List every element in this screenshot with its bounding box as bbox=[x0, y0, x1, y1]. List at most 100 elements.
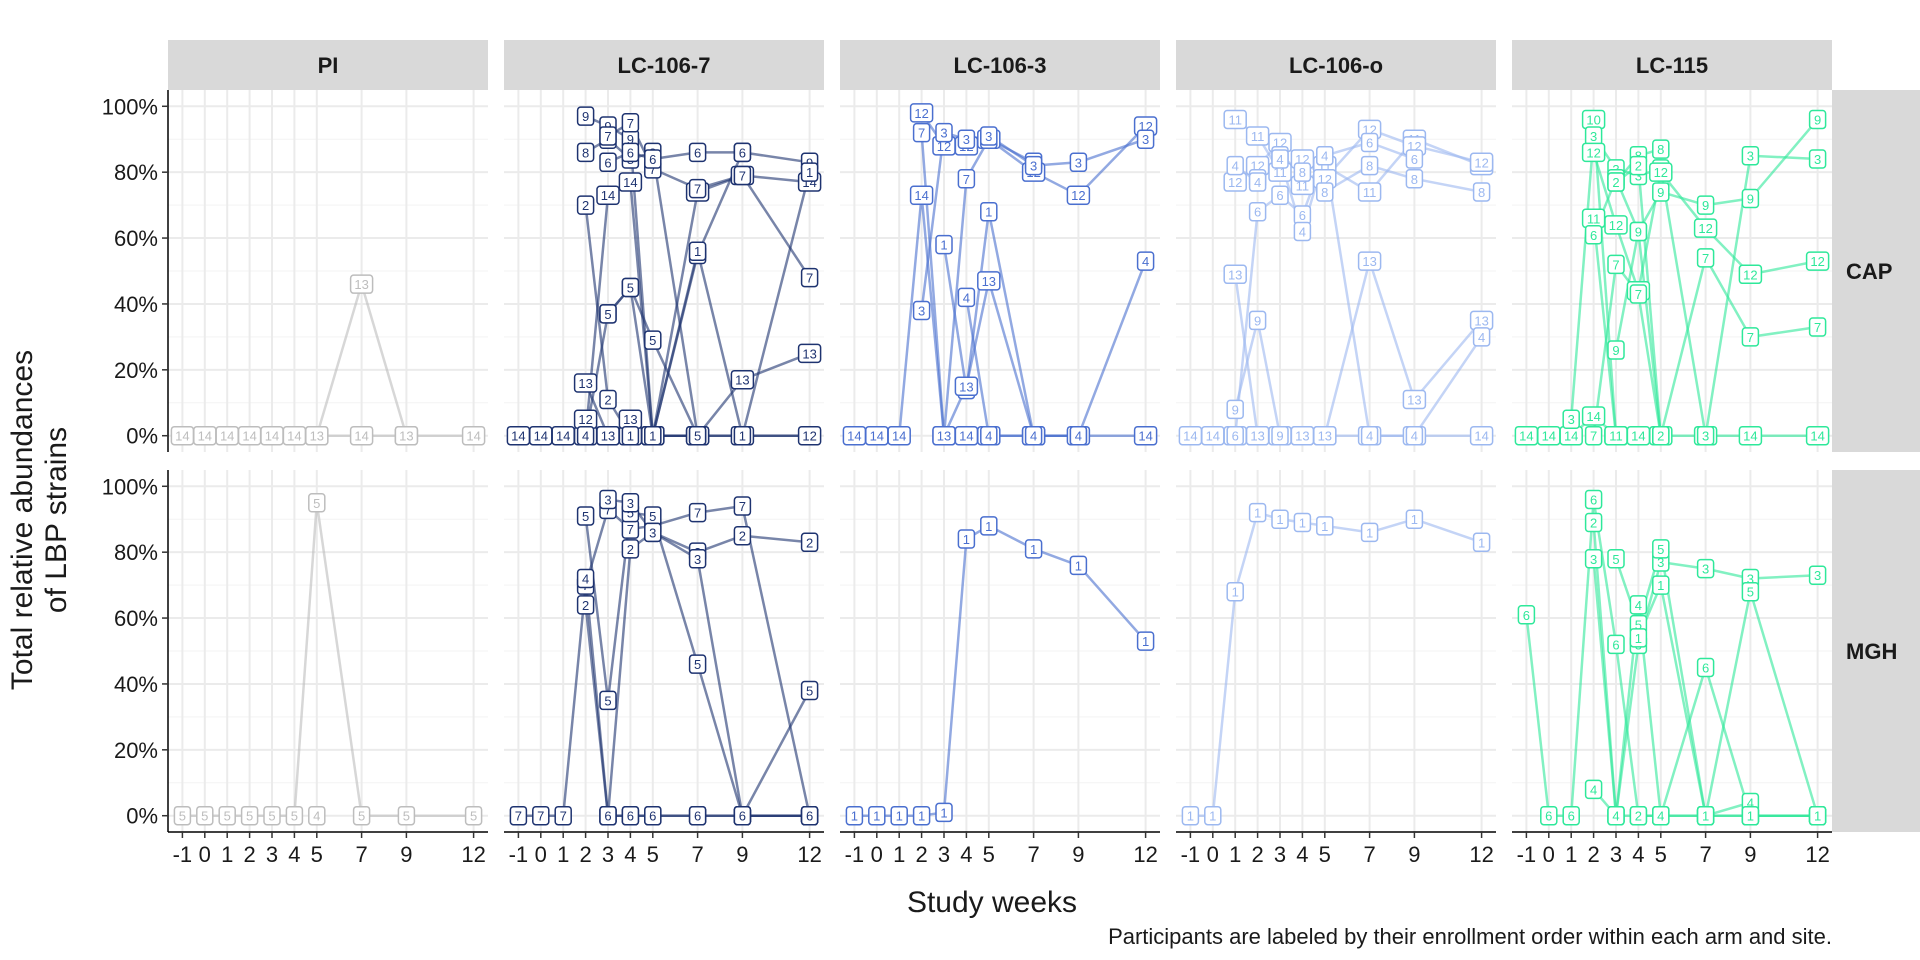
y-axis-title-line-2: of LBP strains bbox=[40, 427, 73, 613]
point-label-text: 14 bbox=[1519, 429, 1533, 444]
point-labels: 1414141414141414141411111111111111111212… bbox=[1178, 109, 1494, 446]
point-label: 7 bbox=[509, 805, 528, 826]
point-label-box bbox=[800, 162, 819, 182]
point-label: 1 bbox=[845, 805, 864, 826]
point-label: 3 bbox=[1562, 409, 1580, 429]
point-label: 1 bbox=[935, 802, 953, 823]
point-label-text: 14 bbox=[534, 429, 548, 444]
point-label-text: 7 bbox=[806, 271, 813, 286]
point-label-box bbox=[1226, 581, 1244, 602]
point-label-box bbox=[1741, 581, 1760, 602]
point-label: 7 bbox=[621, 113, 640, 133]
point-label-box bbox=[576, 568, 595, 589]
point-label: 14 bbox=[1133, 425, 1158, 446]
point-label: 12 bbox=[1738, 264, 1763, 285]
point-label: 13 bbox=[596, 425, 620, 446]
point-label-text: 9 bbox=[1747, 192, 1754, 207]
point-label-text: 1 bbox=[1254, 506, 1261, 521]
point-label: 13 bbox=[1245, 425, 1270, 446]
point-label-text: 3 bbox=[694, 552, 701, 567]
point-label: 3 bbox=[1069, 152, 1088, 173]
point-label-box bbox=[912, 122, 931, 143]
y-tick-label: 0% bbox=[126, 804, 158, 829]
point-label: 1 bbox=[1248, 502, 1267, 523]
point-label-box bbox=[576, 142, 595, 163]
point-label-text: 12 bbox=[1609, 218, 1623, 233]
x-tick-label: 5 bbox=[983, 842, 995, 867]
point-label: 1 bbox=[1316, 516, 1334, 536]
point-label-text: 13 bbox=[1474, 313, 1488, 328]
point-label: 8 bbox=[1405, 169, 1424, 189]
point-label-text: 9 bbox=[1702, 198, 1709, 213]
point-label: 5 bbox=[285, 805, 304, 826]
panels-layer: 1414141414141414141413131355555555554141… bbox=[168, 90, 1832, 832]
point-label: 1 bbox=[1136, 631, 1155, 651]
point-label: 7 bbox=[1741, 327, 1760, 347]
point-label-text: 6 bbox=[739, 809, 746, 824]
point-label: 5 bbox=[263, 805, 281, 826]
point-label: 6 bbox=[1360, 132, 1379, 153]
point-label: 12 bbox=[1693, 218, 1718, 238]
point-label-box bbox=[1069, 555, 1088, 576]
y-tick-label: 40% bbox=[114, 292, 158, 317]
point-label: 1 bbox=[1405, 509, 1424, 529]
point-label-text: 7 bbox=[627, 116, 634, 131]
point-label-box bbox=[596, 185, 620, 205]
panel-gridlines bbox=[168, 90, 488, 452]
point-label-text: 9 bbox=[1232, 402, 1239, 417]
x-tick-label: -1 bbox=[1517, 842, 1537, 867]
point-label: 2 bbox=[1584, 512, 1603, 533]
point-label-box bbox=[461, 425, 486, 446]
point-label-box bbox=[733, 525, 752, 546]
point-label: 2 bbox=[599, 389, 617, 410]
point-label-text: 1 bbox=[806, 165, 813, 180]
point-label: 4 bbox=[1629, 595, 1648, 615]
point-label: 1 bbox=[621, 425, 640, 446]
point-label-text: 12 bbox=[1228, 175, 1242, 190]
point-label-text: 6 bbox=[694, 809, 701, 824]
point-label-text: 12 bbox=[1810, 254, 1824, 269]
point-label-box bbox=[1316, 516, 1334, 536]
point-label-box bbox=[935, 802, 953, 823]
x-tick-label: 4 bbox=[1296, 842, 1308, 867]
point-label-box bbox=[1472, 182, 1491, 202]
point-label-text: 3 bbox=[1590, 129, 1597, 144]
point-label-text: 4 bbox=[1612, 809, 1619, 824]
point-label: 6 bbox=[599, 152, 617, 173]
strip-lc-106-7: LC-106-7 bbox=[504, 40, 824, 90]
point-label-box bbox=[1316, 145, 1334, 166]
point-label-box bbox=[1607, 254, 1625, 275]
point-label-text: 9 bbox=[1612, 343, 1619, 358]
point-label-text: 13 bbox=[1318, 429, 1332, 444]
point-label-text: 3 bbox=[940, 126, 947, 141]
point-label: 5 bbox=[218, 805, 236, 826]
point-label-text: 3 bbox=[1142, 132, 1149, 147]
point-label-text: 2 bbox=[1590, 516, 1597, 531]
point-label-text: 1 bbox=[1209, 809, 1216, 824]
x-tick-label: -1 bbox=[1181, 842, 1201, 867]
x-axis-lc-106-o: -1 0 1 2 3 4 5 7 9 12 bbox=[1176, 831, 1496, 867]
point-label-box bbox=[1584, 489, 1603, 510]
y-axis-title-line-1: Total relative abundances bbox=[6, 350, 39, 690]
point-label-text: 7 bbox=[963, 172, 970, 187]
point-label: 1 bbox=[912, 805, 931, 826]
point-label-box bbox=[196, 805, 214, 826]
panel-lc-115-cap: 1414141414141414141410103333333312121212… bbox=[1512, 90, 1832, 452]
point-label: 3 bbox=[1584, 126, 1603, 146]
point-label: 14 bbox=[260, 425, 284, 446]
point-label-box bbox=[1696, 195, 1715, 215]
point-label: 13 bbox=[797, 343, 822, 364]
point-label-box bbox=[1652, 805, 1670, 826]
point-label-text: 6 bbox=[1590, 228, 1597, 243]
point-label-box bbox=[554, 805, 572, 826]
point-label: 13 bbox=[977, 271, 1001, 291]
point-label: 14 bbox=[1201, 425, 1225, 446]
point-label-box bbox=[800, 532, 819, 553]
x-tick-label: 0 bbox=[1543, 842, 1555, 867]
point-label-box bbox=[1607, 340, 1625, 360]
point-label-text: 11 bbox=[1363, 185, 1377, 200]
point-label: 1 bbox=[1024, 539, 1043, 559]
panel-lc-106-7-mgh: 7777777777555555544444442222222333333666… bbox=[504, 470, 824, 832]
point-label: 4 bbox=[1360, 425, 1379, 446]
point-label-box bbox=[1808, 565, 1827, 585]
